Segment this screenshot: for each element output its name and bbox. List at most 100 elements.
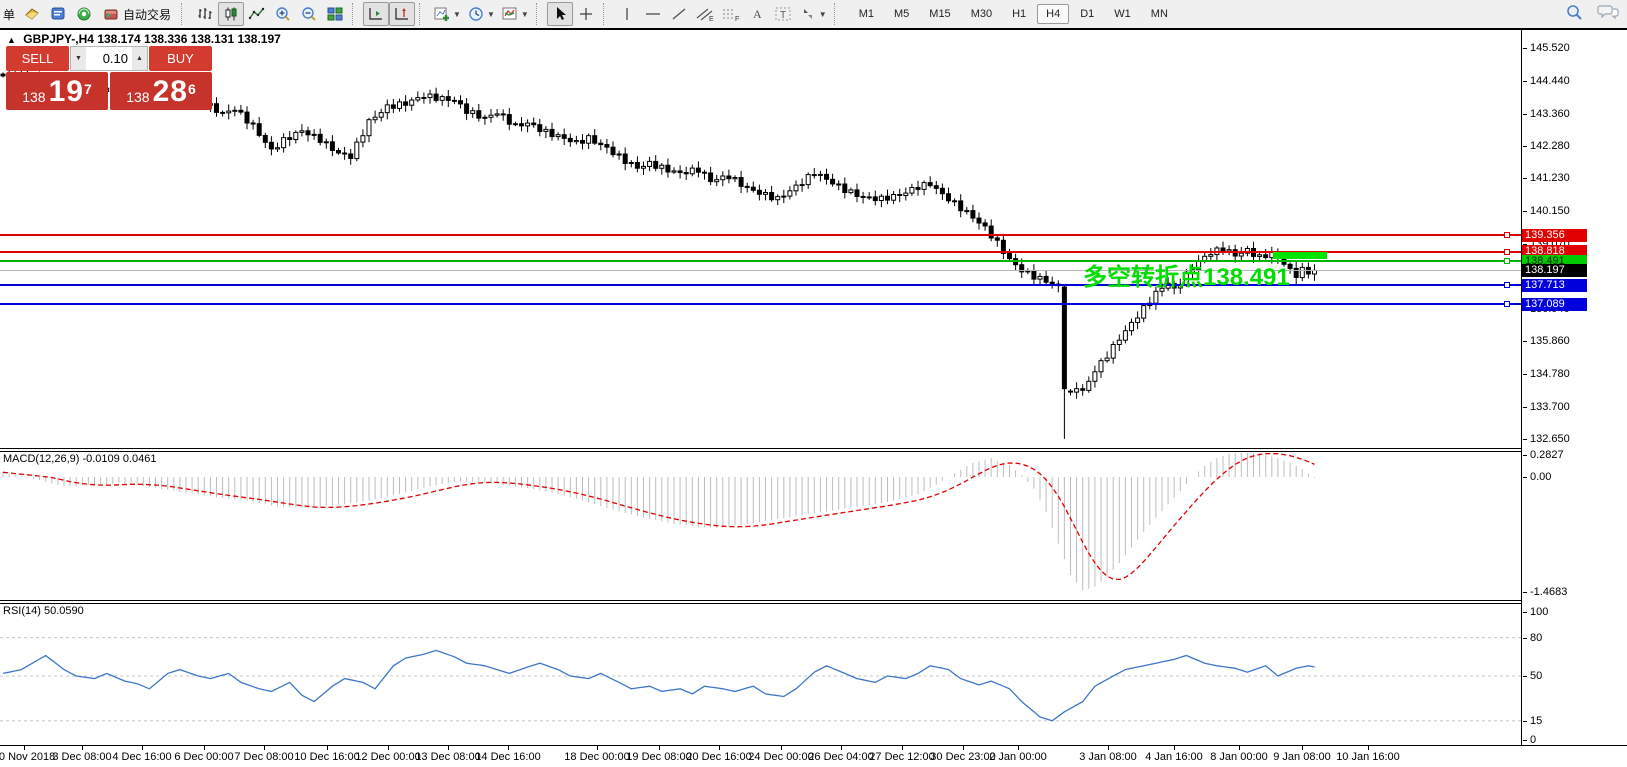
- rsi-tick-label: 50: [1530, 670, 1543, 682]
- price-tag-139.356: 139.356: [1522, 228, 1587, 242]
- toolbar-separator: [419, 3, 427, 25]
- level-handle[interactable]: [1504, 258, 1510, 265]
- timeframe-m15[interactable]: M15: [929, 8, 951, 20]
- pane-separator[interactable]: [0, 448, 1521, 452]
- timeframe-m1[interactable]: M1: [858, 8, 874, 20]
- zoom-out-button[interactable]: [296, 2, 322, 26]
- level-line-138.197[interactable]: [0, 269, 1521, 271]
- period-button[interactable]: ▼: [464, 2, 498, 26]
- time-tick-label: 18 Dec 00:00: [564, 751, 630, 763]
- volume-input[interactable]: [86, 47, 132, 70]
- timeframe-m30[interactable]: M30: [970, 8, 993, 20]
- text-button[interactable]: A: [744, 2, 770, 26]
- time-tick-label: 9 Jan 08:00: [1273, 751, 1331, 763]
- volume-decrease-button[interactable]: ▼: [71, 47, 86, 70]
- auto-scroll-button[interactable]: [363, 2, 390, 26]
- text-icon: A: [749, 6, 765, 22]
- level-line-138.818[interactable]: [0, 250, 1521, 253]
- price-chart-canvas[interactable]: [0, 29, 1521, 448]
- chat-icon[interactable]: [1597, 3, 1619, 26]
- metaeditor-icon: [49, 6, 67, 22]
- arrows-button[interactable]: ▼: [796, 2, 830, 26]
- rsi-tick-mark: [1523, 676, 1527, 677]
- sell-price[interactable]: 138 19 7: [6, 72, 108, 110]
- toolbar-separator: [181, 3, 189, 25]
- cursor-button[interactable]: [546, 2, 573, 26]
- new-chart-button[interactable]: ▼: [430, 2, 464, 26]
- macd-label: MACD(12,26,9) -0.0109 0.0461: [3, 453, 157, 465]
- new-order-button[interactable]: [19, 2, 45, 26]
- order-label[interactable]: 单: [3, 7, 16, 22]
- price-tick-mark: [1523, 243, 1527, 245]
- chart-annotation-text[interactable]: 多空转折点138.491: [1083, 264, 1290, 291]
- community-icon: [75, 6, 93, 22]
- volume-increase-button[interactable]: ▲: [132, 47, 147, 70]
- time-tick-label: 10 Dec 16:00: [294, 751, 360, 763]
- time-tick-mark: [24, 746, 25, 750]
- macd-tick-mark: [1523, 477, 1527, 478]
- buy-price[interactable]: 138 28 6: [110, 72, 212, 110]
- chart-shift-button[interactable]: [389, 2, 416, 26]
- vertical-line-button[interactable]: [614, 2, 640, 26]
- indicators-button[interactable]: ▼: [498, 2, 532, 26]
- bar-chart-icon: [196, 6, 214, 22]
- horizontal-line-button[interactable]: [640, 2, 666, 26]
- level-line-138.491[interactable]: [0, 260, 1521, 263]
- timeframe-h4[interactable]: H4: [1037, 4, 1070, 24]
- crosshair-button[interactable]: [573, 2, 599, 26]
- timeframe-h1[interactable]: H1: [1012, 8, 1027, 20]
- price-axis[interactable]: 145.520 144.440 143.360 142.280 141.230 140.1…: [1521, 30, 1627, 746]
- buy-price-sup: 6: [187, 81, 196, 97]
- time-tick-label: 12 Dec 00:00: [355, 751, 421, 763]
- rsi-pane-canvas[interactable]: [0, 604, 1521, 745]
- community-button[interactable]: [71, 2, 97, 26]
- level-handle[interactable]: [1504, 248, 1510, 255]
- pane-separator[interactable]: [0, 600, 1521, 604]
- rsi-tick-mark: [1523, 612, 1527, 613]
- timeframe-group: M1 M5 M15 M30 H1 H4 D1 W1 MN: [849, 4, 1178, 24]
- dropdown-arrow-icon: ▼: [818, 9, 827, 19]
- level-handle[interactable]: [1504, 301, 1510, 308]
- bar-chart-button[interactable]: [192, 2, 218, 26]
- price-tag-138.197: 138.197: [1522, 263, 1587, 277]
- text-label-button[interactable]: T: [770, 2, 796, 26]
- time-tick-mark: [448, 746, 449, 750]
- time-tick-mark: [1174, 746, 1175, 750]
- zoom-in-button[interactable]: [270, 2, 296, 26]
- level-line-139.356[interactable]: [0, 234, 1521, 237]
- price-tick-mark: [1523, 178, 1527, 180]
- price-tick-label: 141.230: [1530, 172, 1570, 185]
- search-icon[interactable]: [1565, 3, 1583, 26]
- timeframe-mn[interactable]: MN: [1150, 8, 1168, 20]
- trendline-button[interactable]: [666, 2, 692, 26]
- level-handle[interactable]: [1504, 282, 1510, 289]
- line-chart-button[interactable]: [244, 2, 270, 26]
- buy-button[interactable]: BUY: [149, 46, 212, 71]
- candlestick-chart-button[interactable]: [218, 2, 245, 26]
- price-tag-138.818: 138.818: [1522, 245, 1587, 259]
- equidistant-channel-button[interactable]: E: [692, 2, 718, 26]
- price-tick-mark: [1523, 406, 1527, 408]
- timeframe-w1[interactable]: W1: [1114, 8, 1131, 20]
- sell-button[interactable]: SELL: [6, 46, 69, 71]
- rsi-tick-label: 100: [1530, 606, 1549, 618]
- time-tick-mark: [508, 746, 509, 750]
- tile-windows-button[interactable]: [322, 2, 348, 26]
- time-tick-label: 7 Dec 08:00: [234, 751, 294, 763]
- collapse-trade-panel-icon[interactable]: ▲: [7, 35, 16, 45]
- level-line-137.713[interactable]: [0, 284, 1521, 287]
- timeframe-m5[interactable]: M5: [894, 8, 910, 20]
- price-tick-mark: [1523, 374, 1527, 376]
- time-tick-mark: [1018, 746, 1019, 750]
- timeframe-d1[interactable]: D1: [1080, 8, 1095, 20]
- green-segment[interactable]: [1273, 252, 1327, 259]
- rsi-tick-mark: [1523, 740, 1527, 741]
- fibonacci-button[interactable]: F: [718, 2, 744, 26]
- ohlc-values: 138.174 138.336 138.131 138.197: [97, 32, 281, 46]
- macd-pane-canvas[interactable]: [0, 452, 1521, 600]
- autotrading-button[interactable]: 自动交易: [97, 2, 177, 26]
- metaeditor-button[interactable]: [45, 2, 71, 26]
- time-tick-label: 4 Dec 16:00: [112, 751, 172, 763]
- level-line-137.089[interactable]: [0, 303, 1521, 306]
- level-handle[interactable]: [1504, 232, 1510, 239]
